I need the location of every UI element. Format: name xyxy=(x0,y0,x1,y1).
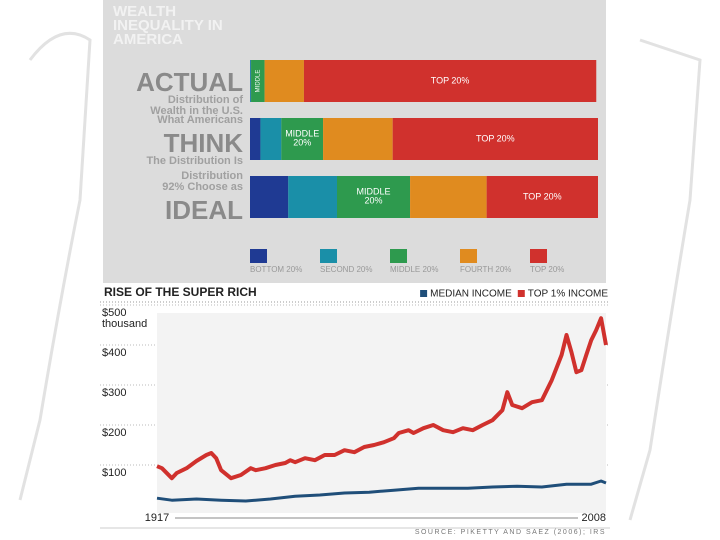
y-tick-label: $300 xyxy=(102,387,126,399)
row-label: The Distribution Is xyxy=(146,155,243,167)
bar-segment xyxy=(410,176,487,218)
bar-segment xyxy=(392,118,598,160)
row-label-big: THINK xyxy=(164,128,244,158)
y-tick-label: $400 xyxy=(102,347,126,359)
chart-title: AMERICA xyxy=(113,31,183,48)
x-tick-label: 1917 xyxy=(145,512,169,524)
bar-segment xyxy=(264,60,304,102)
row-label: 92% Choose as xyxy=(162,181,243,193)
series-line xyxy=(156,316,608,481)
bar-segment xyxy=(303,60,597,102)
series-line xyxy=(156,479,607,503)
legend-label: MIDDLE 20% xyxy=(390,265,438,274)
sketch-left xyxy=(18,31,92,501)
legend-label: MEDIAN INCOME xyxy=(430,289,512,300)
plot-shade xyxy=(157,313,606,513)
row-label-big: IDEAL xyxy=(165,195,243,225)
segment-label: TOP 20% xyxy=(476,133,515,143)
segment-label-line: 20% xyxy=(293,138,311,148)
segment-label-line: MIDDLE xyxy=(285,129,319,139)
bar-segment xyxy=(288,176,337,218)
segment-label: TOP 20% xyxy=(431,75,470,85)
chart-title: WEALTH xyxy=(113,3,176,20)
legend-label: FOURTH 20% xyxy=(460,265,511,274)
row-label: Distribution xyxy=(181,170,243,182)
bar-segment xyxy=(260,118,282,160)
row-label-big: ACTUAL xyxy=(136,67,243,97)
sketch-right xyxy=(628,38,702,521)
background-sketch xyxy=(18,31,702,521)
legend-swatch xyxy=(250,249,267,263)
legend-swatch xyxy=(517,290,525,297)
legend-swatch xyxy=(460,249,477,263)
legend-swatch xyxy=(530,249,547,263)
legend-label: TOP 20% xyxy=(530,265,564,274)
bar-segment xyxy=(251,60,265,102)
y-unit: thousand xyxy=(102,318,147,330)
row-label: What Americans xyxy=(157,114,243,126)
segment-label: MIDDLE 20% xyxy=(285,129,319,148)
legend-swatch xyxy=(320,249,337,263)
bar-segment xyxy=(323,118,393,160)
bar-segment xyxy=(250,176,289,218)
segment-label-line: 20% xyxy=(365,196,383,206)
segment-label: MIDDLE xyxy=(255,70,261,93)
row-label: Wealth in the U.S. xyxy=(150,105,243,117)
legend-swatch xyxy=(420,290,428,297)
segment-label-line: MIDDLE xyxy=(357,187,391,197)
legend-label: SECOND 20% xyxy=(320,265,372,274)
chart-title: INEQUALITY IN xyxy=(113,17,223,34)
row-label: Distribution of xyxy=(168,94,243,106)
y-tick-label: $500 xyxy=(102,307,126,319)
legend-label: BOTTOM 20% xyxy=(250,265,302,274)
x-tick-label: 2008 xyxy=(582,512,606,524)
bar-segment xyxy=(337,176,411,218)
legend-swatch xyxy=(390,249,407,263)
bar-segment xyxy=(250,118,261,160)
source-note: SOURCE: PIKETTY AND SAEZ (2006); IRS xyxy=(415,529,606,536)
legend-label: TOP 1% INCOME xyxy=(528,289,609,300)
chart-title: RISE OF THE SUPER RICH xyxy=(104,285,257,299)
bar-segment xyxy=(281,118,324,160)
bar-segment xyxy=(250,60,252,102)
y-tick-label: $200 xyxy=(102,427,126,439)
segment-label: TOP 20% xyxy=(523,191,562,201)
segment-label: MIDDLE 20% xyxy=(357,187,391,206)
bar-segment xyxy=(486,176,598,218)
y-tick-label: $100 xyxy=(102,467,126,479)
